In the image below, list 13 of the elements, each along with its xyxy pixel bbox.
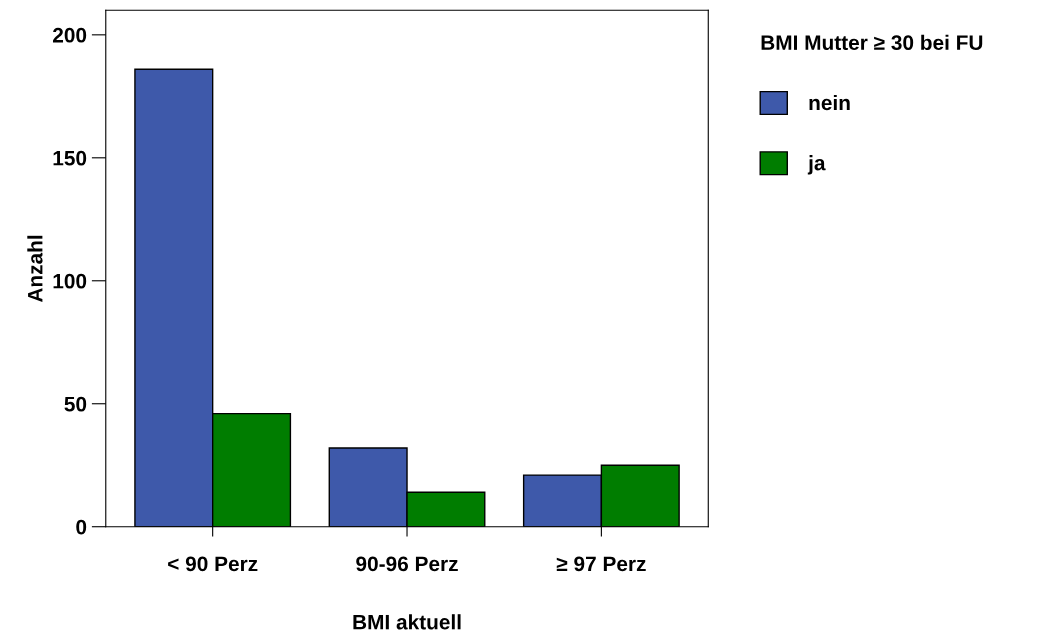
y-axis-title: Anzahl xyxy=(27,235,43,303)
y-tick-label: 100 xyxy=(53,273,87,289)
y-tick-label: 150 xyxy=(53,150,87,166)
legend-label: ja xyxy=(807,155,826,175)
legend-title: BMI Mutter ≥ 30 bei FU xyxy=(761,34,983,51)
y-tick-label: 50 xyxy=(64,396,87,412)
x-tick-label: ≥ 97 Perz xyxy=(556,556,646,572)
x-axis-title: BMI aktuell xyxy=(353,614,461,630)
x-tick-label: 90-96 Perz xyxy=(356,556,458,572)
x-tick-label: < 90 Perz xyxy=(168,556,258,572)
y-tick-label: 0 xyxy=(76,519,87,535)
y-tick-label: 200 xyxy=(52,27,87,43)
legend-label: nein xyxy=(809,94,850,111)
